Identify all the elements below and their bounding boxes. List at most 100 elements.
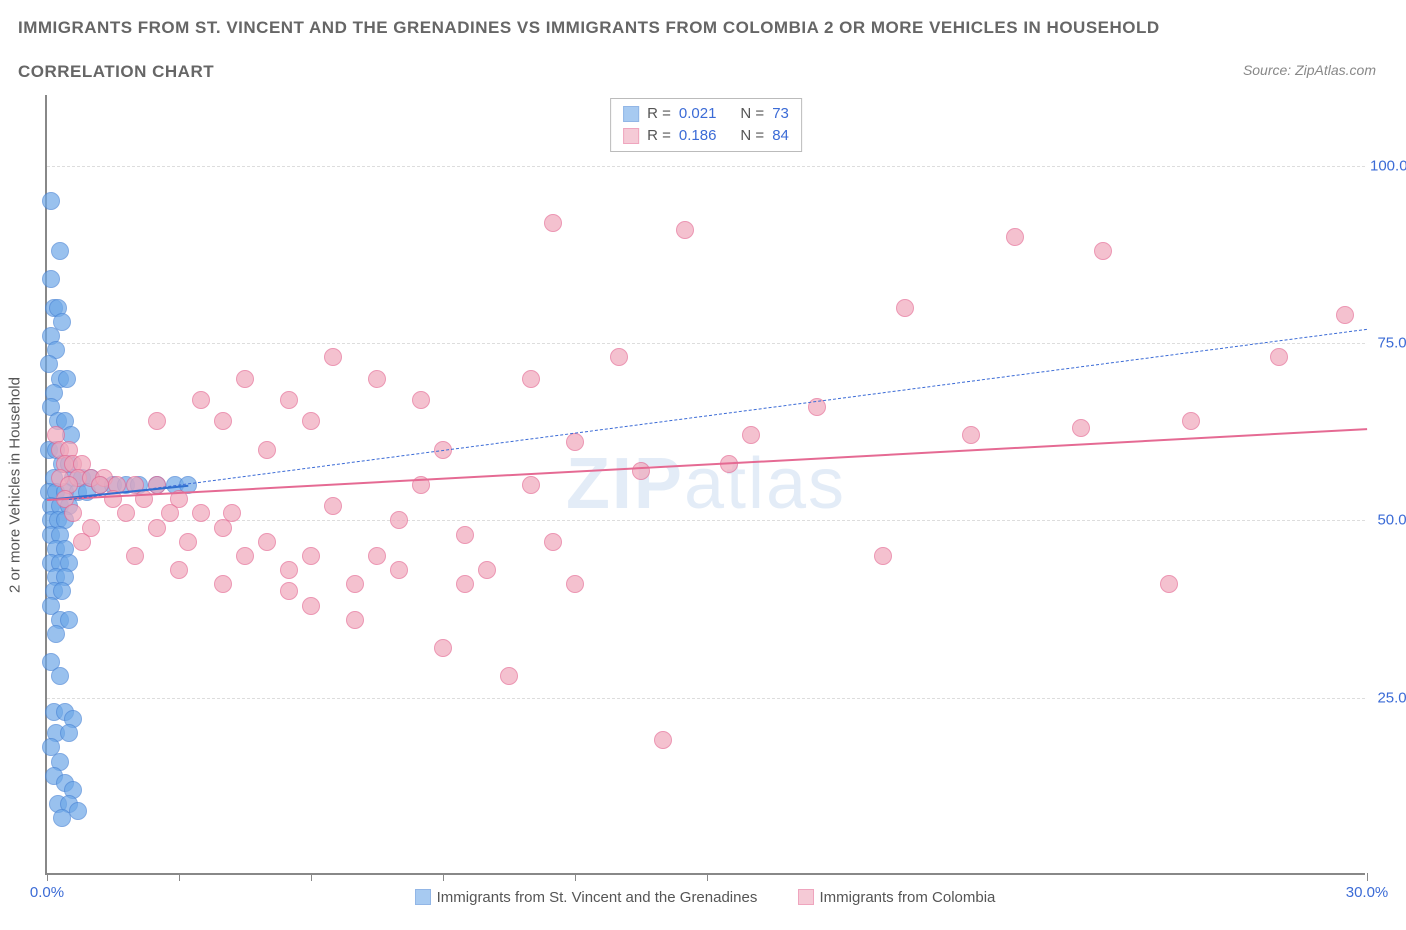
scatter-point-col (522, 370, 540, 388)
scatter-point-col (368, 547, 386, 565)
chart-title-line1: IMMIGRANTS FROM ST. VINCENT AND THE GREN… (18, 18, 1160, 38)
scatter-point-col (456, 575, 474, 593)
y-tick-label: 75.0% (1370, 335, 1406, 352)
gridline (47, 343, 1365, 344)
scatter-point-col (214, 575, 232, 593)
bottom-legend: Immigrants from St. Vincent and the Gren… (45, 889, 1365, 910)
x-tick (179, 873, 180, 881)
scatter-point-col (346, 575, 364, 593)
scatter-point-col (522, 476, 540, 494)
n-value-col: 84 (772, 125, 789, 147)
legend-swatch-col (798, 889, 814, 905)
gridline (47, 698, 1365, 699)
swatch-svg (623, 106, 639, 122)
stats-row-svg: R = 0.021 N = 73 (623, 103, 789, 125)
y-tick-label: 25.0% (1370, 689, 1406, 706)
watermark: ZIPatlas (566, 443, 846, 525)
scatter-point-svg (58, 370, 76, 388)
scatter-point-col (214, 519, 232, 537)
stats-row-col: R = 0.186 N = 84 (623, 125, 789, 147)
x-tick (1367, 873, 1368, 881)
scatter-point-col (654, 731, 672, 749)
scatter-point-svg (69, 802, 87, 820)
scatter-point-col (742, 426, 760, 444)
x-tick (575, 873, 576, 881)
x-tick (707, 873, 708, 881)
scatter-point-col (1270, 348, 1288, 366)
scatter-point-col (258, 441, 276, 459)
scatter-point-col (179, 533, 197, 551)
scatter-point-svg (60, 724, 78, 742)
y-axis-label: 2 or more Vehicles in Household (7, 377, 24, 593)
scatter-point-col (566, 433, 584, 451)
scatter-point-col (148, 412, 166, 430)
scatter-point-col (1160, 575, 1178, 593)
scatter-point-col (632, 462, 650, 480)
scatter-point-col (280, 561, 298, 579)
scatter-point-col (236, 547, 254, 565)
legend-label-col: Immigrants from Colombia (820, 889, 996, 906)
scatter-point-col (456, 526, 474, 544)
scatter-point-svg (47, 625, 65, 643)
scatter-point-col (302, 547, 320, 565)
legend-label-svg: Immigrants from St. Vincent and the Gren… (437, 889, 758, 906)
scatter-point-col (874, 547, 892, 565)
scatter-point-svg (51, 667, 69, 685)
scatter-point-col (500, 667, 518, 685)
scatter-point-col (324, 348, 342, 366)
scatter-point-col (368, 370, 386, 388)
source-attribution: Source: ZipAtlas.com (1243, 62, 1376, 78)
scatter-point-svg (42, 192, 60, 210)
scatter-point-col (346, 611, 364, 629)
scatter-point-svg (51, 242, 69, 260)
chart-title-line2: CORRELATION CHART (18, 62, 214, 82)
plot-area: ZIPatlas R = 0.021 N = 73 R = 0.186 N = … (45, 95, 1365, 875)
scatter-point-col (64, 504, 82, 522)
scatter-point-col (896, 299, 914, 317)
scatter-point-col (161, 504, 179, 522)
scatter-point-col (258, 533, 276, 551)
scatter-point-col (192, 391, 210, 409)
scatter-point-col (566, 575, 584, 593)
scatter-point-col (91, 476, 109, 494)
scatter-point-col (390, 561, 408, 579)
scatter-point-col (1094, 242, 1112, 260)
scatter-point-col (324, 497, 342, 515)
scatter-point-svg (42, 270, 60, 288)
scatter-point-col (148, 519, 166, 537)
y-tick-label: 100.0% (1370, 157, 1406, 174)
swatch-col (623, 128, 639, 144)
scatter-point-col (1072, 419, 1090, 437)
scatter-point-col (1336, 306, 1354, 324)
scatter-point-col (478, 561, 496, 579)
scatter-point-col (610, 348, 628, 366)
scatter-point-col (676, 221, 694, 239)
x-tick (47, 873, 48, 881)
scatter-point-col (1182, 412, 1200, 430)
scatter-point-col (302, 597, 320, 615)
r-value-col: 0.186 (679, 125, 717, 147)
scatter-point-col (280, 391, 298, 409)
stats-legend-box: R = 0.021 N = 73 R = 0.186 N = 84 (610, 98, 802, 152)
plot-container: ZIPatlas R = 0.021 N = 73 R = 0.186 N = … (45, 95, 1365, 875)
scatter-point-col (390, 511, 408, 529)
gridline (47, 520, 1365, 521)
scatter-point-col (192, 504, 210, 522)
x-tick (443, 873, 444, 881)
scatter-point-col (236, 370, 254, 388)
scatter-point-col (73, 533, 91, 551)
trend-line (47, 428, 1367, 501)
n-value-svg: 73 (772, 103, 789, 125)
scatter-point-col (214, 412, 232, 430)
scatter-point-col (280, 582, 298, 600)
scatter-point-svg (60, 611, 78, 629)
scatter-point-col (544, 533, 562, 551)
scatter-point-col (302, 412, 320, 430)
x-tick (311, 873, 312, 881)
r-value-svg: 0.021 (679, 103, 717, 125)
scatter-point-col (962, 426, 980, 444)
trend-line (69, 329, 1367, 500)
scatter-point-col (434, 639, 452, 657)
legend-swatch-svg (415, 889, 431, 905)
scatter-point-col (170, 561, 188, 579)
